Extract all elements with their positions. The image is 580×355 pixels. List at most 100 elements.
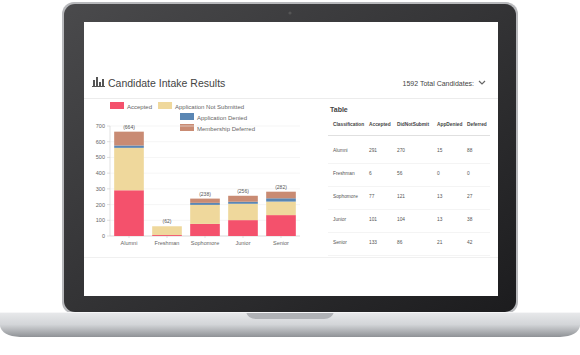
y-tick <box>107 204 110 205</box>
legend-item: Accepted <box>110 102 152 110</box>
bar-segment <box>152 226 182 227</box>
x-tick-label: Junior <box>236 240 251 246</box>
bar-segment <box>190 203 220 205</box>
x-tick <box>205 236 206 238</box>
bar-segment <box>114 132 144 146</box>
y-tick <box>107 188 110 189</box>
bar-segment <box>266 192 296 199</box>
bar-segment <box>152 226 182 227</box>
table-header: DidNotSubmit <box>397 122 429 127</box>
table-cell: 121 <box>397 194 405 199</box>
bar-segment <box>190 224 220 236</box>
table-cell: Freshman <box>333 171 355 176</box>
legend-swatch <box>180 124 194 131</box>
bar-segment <box>266 202 296 216</box>
icon-bar <box>96 77 98 86</box>
table-cell: Junior <box>333 217 346 222</box>
y-tick <box>107 220 110 221</box>
x-tick <box>281 236 282 238</box>
y-tick <box>107 141 110 142</box>
table-row-rule <box>328 232 490 233</box>
y-tick-label: 0 <box>102 233 105 239</box>
screen <box>84 22 498 296</box>
table-cell: 133 <box>369 240 377 245</box>
legend-item: Application Denied <box>180 113 247 121</box>
icon-bar <box>93 80 95 86</box>
header-divider <box>84 98 498 99</box>
total-candidates: 1592 Total Candidates: <box>403 80 475 87</box>
total-label: (238) <box>199 191 211 197</box>
bars <box>114 132 296 236</box>
table-row-rule <box>328 209 490 210</box>
y-axis <box>110 126 111 236</box>
page: Candidate Intake Results 1592 Total Candi… <box>0 0 580 355</box>
total-label: (282) <box>275 184 287 190</box>
y-tick <box>107 126 110 127</box>
lid-edge <box>62 2 518 314</box>
total-label: (664) <box>123 124 135 130</box>
legend-label: Membership Deferred <box>197 126 255 132</box>
dropdown-chevron[interactable] <box>479 81 485 84</box>
table-cell: 101 <box>369 217 377 222</box>
table-cell: 27 <box>467 194 473 199</box>
chart-title: Candidate Intake Results <box>108 77 225 89</box>
table-title: Table <box>330 106 348 113</box>
table-cell: 13 <box>437 217 443 222</box>
legend-label: Application Denied <box>197 115 247 121</box>
table-row-rule <box>328 163 490 164</box>
table-header: AppDenied <box>437 122 462 127</box>
y-tick-label: 600 <box>96 139 105 145</box>
bar-segment <box>114 148 144 190</box>
table-header: Deferred <box>467 122 487 127</box>
table-row-rule <box>328 255 490 256</box>
bar-segment <box>228 196 258 202</box>
y-tick <box>107 236 110 237</box>
table-header: Accepted <box>369 122 391 127</box>
table-header-rule <box>328 135 490 136</box>
table-cell: 13 <box>437 194 443 199</box>
y-tick-label: 400 <box>96 170 105 176</box>
bar-segment <box>190 205 220 224</box>
table-cell: Sophomore <box>333 194 358 199</box>
y-tick <box>107 157 110 158</box>
y-tick-label: 200 <box>96 202 105 208</box>
table-cell: 104 <box>397 217 405 222</box>
table-cell: 0 <box>467 171 470 176</box>
icon-base <box>92 86 105 87</box>
bar-segment <box>228 220 258 236</box>
x-tick-label: Sophomore <box>191 240 219 246</box>
y-tick-label: 500 <box>96 154 105 160</box>
table-cell: 15 <box>437 148 443 153</box>
legend-swatch <box>158 102 172 109</box>
bar-segment <box>152 226 182 235</box>
table-header: Classification <box>333 122 364 127</box>
lid <box>64 4 516 312</box>
camera <box>288 11 291 14</box>
legend-item: Membership Deferred <box>180 124 255 132</box>
legend-label: Application Not Submitted <box>175 104 244 110</box>
table-cell: 6 <box>369 171 372 176</box>
table-cell: 42 <box>467 240 473 245</box>
y-tick-label: 700 <box>96 123 105 129</box>
x-tick <box>167 236 168 238</box>
bar-segment <box>190 199 220 203</box>
bar-segment <box>228 202 258 204</box>
bar-segment <box>114 190 144 236</box>
table-cell: Senior <box>333 240 347 245</box>
table-cell: 77 <box>369 194 375 199</box>
total-label: (62) <box>163 218 172 224</box>
base-highlight <box>0 312 580 313</box>
bar-segment <box>266 198 296 201</box>
y-tick <box>107 173 110 174</box>
laptop-base <box>0 312 580 337</box>
x-tick-label: Alumni <box>121 240 138 246</box>
legend-swatch <box>180 113 194 120</box>
table-cell: 86 <box>397 240 403 245</box>
y-tick-label: 300 <box>96 186 105 192</box>
icon-bar <box>99 82 101 86</box>
table-cell: 88 <box>467 148 473 153</box>
total-label: (256) <box>237 188 249 194</box>
base-notch <box>246 312 334 319</box>
bar-segment <box>114 145 144 147</box>
table-cell: 270 <box>397 148 405 153</box>
